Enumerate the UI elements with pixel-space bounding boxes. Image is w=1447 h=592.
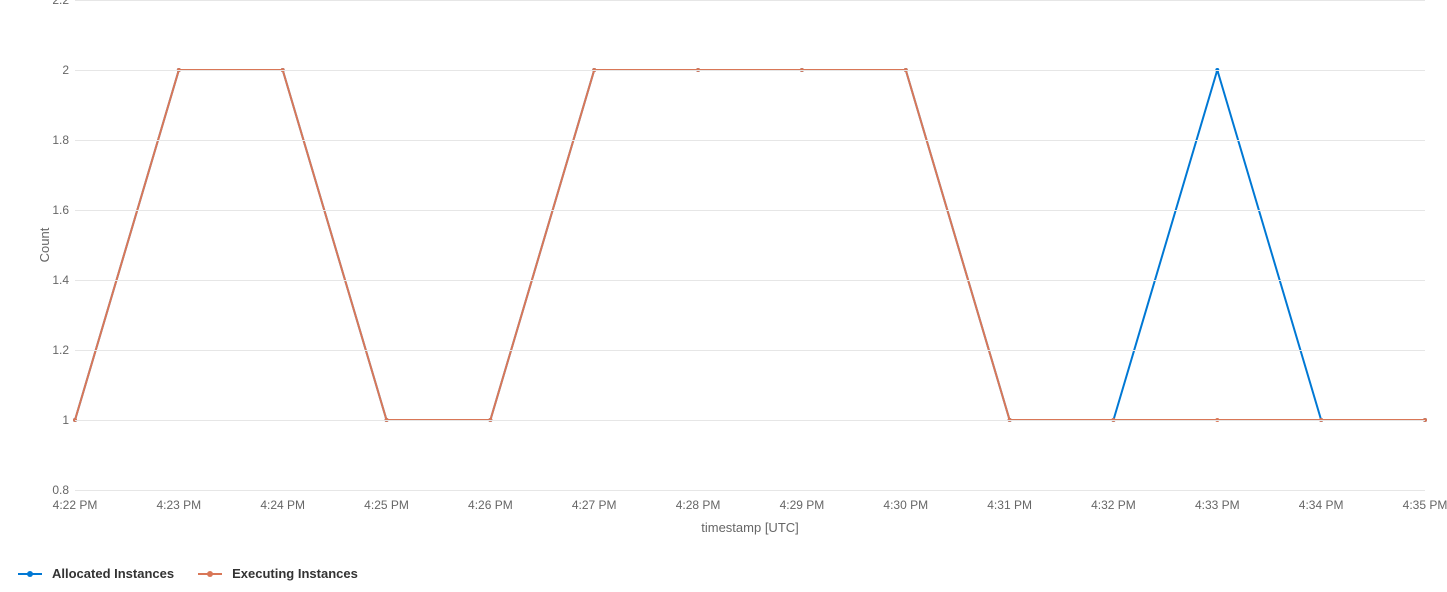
gridline-h — [75, 70, 1425, 71]
series-line — [75, 70, 1425, 420]
y-tick-label: 2.2 — [52, 0, 75, 7]
gridline-h — [75, 350, 1425, 351]
plot-area: Count timestamp [UTC] 0.811.21.41.61.822… — [75, 0, 1425, 490]
y-axis-title: Count — [37, 228, 52, 263]
y-tick-label: 1.2 — [52, 343, 75, 357]
gridline-h — [75, 420, 1425, 421]
gridline-h — [75, 0, 1425, 1]
x-tick-label: 4:34 PM — [1299, 490, 1344, 512]
y-tick-label: 2 — [62, 63, 75, 77]
y-tick-label: 1.8 — [52, 133, 75, 147]
x-tick-label: 4:29 PM — [780, 490, 825, 512]
y-tick-label: 1.4 — [52, 273, 75, 287]
chart-container: Count timestamp [UTC] 0.811.21.41.61.822… — [0, 0, 1447, 592]
gridline-h — [75, 280, 1425, 281]
x-tick-label: 4:22 PM — [53, 490, 98, 512]
legend-swatch — [198, 568, 222, 580]
legend-item[interactable]: Executing Instances — [198, 566, 358, 581]
x-tick-label: 4:31 PM — [987, 490, 1032, 512]
legend-label: Allocated Instances — [52, 566, 174, 581]
x-tick-label: 4:27 PM — [572, 490, 617, 512]
x-tick-label: 4:30 PM — [883, 490, 928, 512]
gridline-h — [75, 210, 1425, 211]
x-tick-label: 4:24 PM — [260, 490, 305, 512]
gridline-h — [75, 140, 1425, 141]
x-tick-label: 4:32 PM — [1091, 490, 1136, 512]
legend-item[interactable]: Allocated Instances — [18, 566, 174, 581]
legend-swatch — [18, 568, 42, 580]
legend-label: Executing Instances — [232, 566, 358, 581]
x-tick-label: 4:28 PM — [676, 490, 721, 512]
chart-svg — [75, 0, 1425, 490]
y-tick-label: 1.6 — [52, 203, 75, 217]
legend: Allocated Instances Executing Instances — [18, 566, 358, 581]
y-tick-label: 1 — [62, 413, 75, 427]
x-tick-label: 4:35 PM — [1403, 490, 1447, 512]
x-tick-label: 4:26 PM — [468, 490, 513, 512]
x-tick-label: 4:23 PM — [156, 490, 201, 512]
x-tick-label: 4:33 PM — [1195, 490, 1240, 512]
series-line — [75, 70, 1425, 420]
x-tick-label: 4:25 PM — [364, 490, 409, 512]
